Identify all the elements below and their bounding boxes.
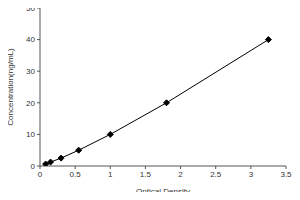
svg-text:1: 1 — [108, 170, 113, 179]
svg-text:10: 10 — [26, 130, 35, 139]
svg-text:2.5: 2.5 — [210, 170, 222, 179]
svg-text:50: 50 — [26, 8, 35, 13]
svg-text:3.5: 3.5 — [280, 170, 292, 179]
svg-text:0: 0 — [31, 162, 36, 171]
svg-text:40: 40 — [26, 35, 35, 44]
svg-text:Concentration(ng/mL): Concentration(ng/mL) — [8, 48, 15, 126]
svg-text:0: 0 — [38, 170, 43, 179]
svg-text:2: 2 — [178, 170, 183, 179]
svg-text:3: 3 — [249, 170, 254, 179]
svg-text:Optical Density: Optical Density — [136, 187, 190, 192]
svg-text:1.5: 1.5 — [140, 170, 152, 179]
svg-text:20: 20 — [26, 99, 35, 108]
svg-text:30: 30 — [26, 67, 35, 76]
svg-text:0.5: 0.5 — [70, 170, 82, 179]
